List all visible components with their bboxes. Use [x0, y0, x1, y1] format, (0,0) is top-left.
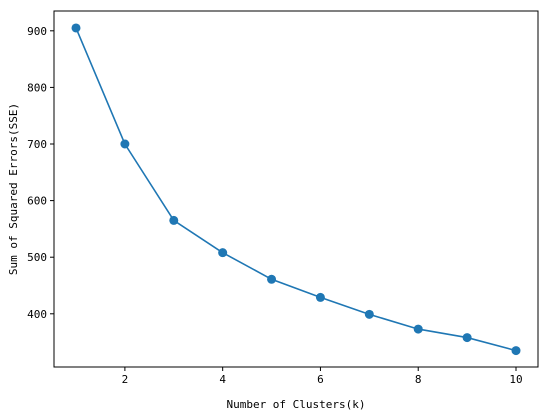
data-point	[413, 324, 423, 334]
data-point	[462, 333, 472, 343]
y-tick-label: 600	[27, 195, 47, 208]
plot-area	[54, 11, 538, 367]
plot-frame	[53, 10, 539, 368]
y-tick-label: 700	[27, 138, 47, 151]
x-tick-label: 10	[509, 373, 522, 386]
data-point	[364, 309, 374, 319]
x-tick-label: 4	[219, 373, 226, 386]
y-tick-label: 500	[27, 251, 47, 264]
data-point	[169, 215, 179, 225]
x-tick-label: 6	[317, 373, 324, 386]
data-point	[315, 292, 325, 302]
x-tick-label: 8	[415, 373, 422, 386]
y-tick-label: 800	[27, 81, 47, 94]
y-axis-label: Sum of Squared Errors(SSE)	[7, 103, 20, 275]
x-axis-ticks: 2 4 6 8 10	[122, 367, 523, 386]
y-tick-label: 400	[27, 308, 47, 321]
data-point	[71, 23, 81, 33]
data-point	[120, 139, 130, 149]
sse-data-points	[71, 23, 521, 356]
y-tick-label: 900	[27, 25, 47, 38]
data-point	[511, 346, 521, 356]
x-tick-label: 2	[122, 373, 129, 386]
sse-series-line	[75, 27, 517, 352]
data-point	[218, 248, 228, 258]
y-axis-ticks: 400 500 600 700 800 900	[27, 25, 54, 321]
data-point	[267, 274, 277, 284]
x-axis-label: Number of Clusters(k)	[226, 398, 365, 411]
